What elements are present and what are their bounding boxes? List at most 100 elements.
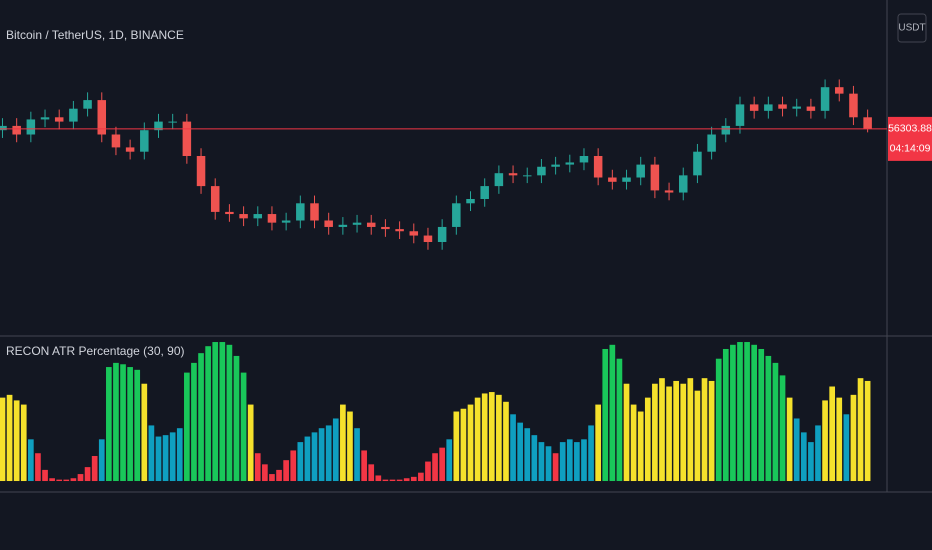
bar — [198, 353, 204, 482]
candle-body — [835, 87, 844, 94]
bar — [20, 404, 27, 482]
candle-body — [593, 155, 603, 178]
bar — [815, 425, 821, 482]
currency-label[interactable]: USDT — [898, 23, 925, 34]
candle-body — [863, 117, 872, 129]
bar — [70, 478, 77, 482]
candle-body — [778, 104, 787, 109]
bar — [737, 342, 743, 482]
candle-body — [622, 177, 631, 182]
candle-body — [749, 104, 759, 111]
candle-body — [650, 164, 660, 191]
candle-body — [423, 235, 433, 242]
bar — [559, 442, 566, 482]
candle-body — [111, 134, 121, 148]
candle-body — [764, 104, 773, 111]
bar — [148, 425, 155, 482]
bar — [283, 460, 289, 482]
candle-body — [225, 211, 234, 215]
candle-body — [0, 125, 7, 131]
bar — [552, 453, 559, 482]
bar — [432, 453, 438, 482]
bar — [347, 411, 353, 482]
bar — [822, 400, 828, 482]
bar — [418, 472, 424, 482]
candle-body — [296, 203, 305, 221]
candle-body — [26, 119, 36, 135]
bar — [467, 404, 474, 482]
candle-body — [83, 100, 92, 109]
candle-body — [168, 121, 177, 123]
bar — [460, 408, 467, 482]
candle-body — [40, 117, 50, 120]
candle-body — [693, 151, 702, 176]
candle-body — [508, 173, 518, 176]
bar — [453, 411, 460, 482]
candle-body — [806, 106, 816, 111]
bar — [205, 346, 211, 482]
bar — [602, 348, 609, 482]
bar — [425, 461, 431, 482]
bar — [524, 428, 531, 482]
candle-body — [69, 108, 78, 122]
candle-body — [437, 226, 447, 242]
bar — [630, 404, 637, 482]
bar — [857, 378, 864, 482]
bar — [6, 394, 13, 482]
bar — [574, 442, 580, 482]
bar — [474, 397, 481, 482]
candle-body — [820, 87, 830, 111]
bar — [588, 425, 594, 482]
candle-body — [494, 173, 504, 187]
bar — [439, 447, 445, 482]
bar — [666, 386, 672, 482]
bar — [808, 442, 814, 482]
bar — [176, 428, 183, 482]
candle-body — [210, 186, 220, 212]
bar — [49, 478, 55, 482]
bar — [730, 344, 736, 482]
bar — [233, 355, 240, 482]
candle-body — [480, 186, 489, 199]
bar — [403, 478, 410, 482]
bar — [13, 400, 20, 482]
bar — [276, 469, 282, 482]
candle-body — [721, 125, 731, 135]
bar — [616, 358, 623, 482]
bar — [35, 453, 41, 482]
bar — [219, 342, 226, 482]
bar — [609, 344, 616, 482]
bar — [701, 378, 708, 482]
candle-body — [154, 121, 163, 131]
bar — [503, 401, 509, 482]
currency-button[interactable] — [897, 13, 927, 43]
bar — [864, 380, 871, 482]
bar — [510, 414, 516, 482]
bar — [481, 393, 488, 482]
bar — [226, 344, 233, 482]
candle-body — [678, 175, 688, 193]
bar — [191, 362, 197, 482]
bar — [680, 383, 687, 482]
candle-body — [12, 125, 21, 135]
bar — [545, 446, 552, 482]
candle-body — [54, 117, 64, 122]
bar — [722, 348, 729, 482]
bar — [120, 364, 126, 482]
bar — [637, 411, 644, 482]
bar — [772, 362, 779, 482]
bar — [843, 414, 850, 482]
bar — [325, 425, 332, 482]
last-price-label: 56303.88 — [888, 123, 932, 135]
candle-body — [239, 214, 248, 219]
bar — [829, 386, 836, 482]
candle-body — [196, 155, 206, 187]
bar — [311, 432, 318, 482]
bar — [184, 372, 190, 482]
candle-body — [409, 231, 419, 236]
candle-body — [537, 166, 546, 176]
candle-body — [381, 226, 390, 230]
candle-body — [664, 190, 674, 193]
bar — [212, 342, 219, 482]
